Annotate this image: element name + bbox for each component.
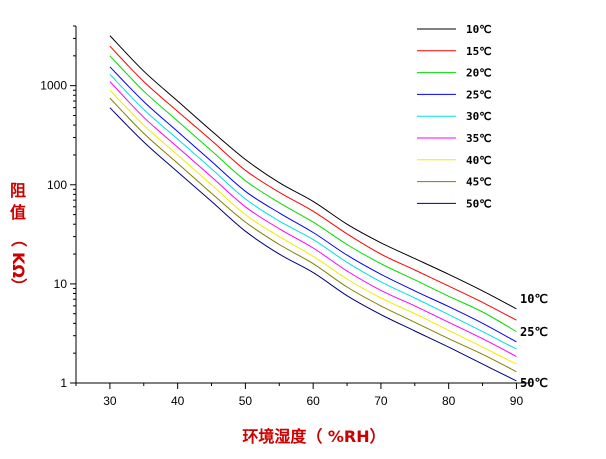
x-tick-label: 50 <box>239 394 253 408</box>
series-line-20c <box>109 55 517 333</box>
legend-item: 35℃ <box>417 132 492 145</box>
y-tick-label: 1000 <box>40 79 67 93</box>
legend-label: 30℃ <box>466 110 492 123</box>
end-labels: 10℃ 25℃ 50℃ <box>520 292 548 390</box>
legend-label: 50℃ <box>466 197 492 210</box>
y-axis-title-char: ） <box>9 278 28 294</box>
series-line-15c <box>109 45 517 321</box>
y-axis-title-char: 值 <box>10 203 26 222</box>
series-line-45c <box>109 97 517 373</box>
legend-item: 50℃ <box>417 197 492 210</box>
legend-item: 20℃ <box>417 67 492 80</box>
y-axis: 1 10 100 1000 <box>40 25 76 390</box>
x-tick-label: 80 <box>442 394 456 408</box>
y-axis-title-char: 阻 <box>10 181 26 200</box>
x-axis-title: 环境湿度（ %RH） <box>242 427 385 446</box>
series-line-40c <box>109 89 517 365</box>
legend-item: 30℃ <box>417 110 492 123</box>
x-axis: 30 40 50 60 70 80 90 <box>75 383 524 408</box>
legend-label: 45℃ <box>466 176 492 189</box>
legend-label: 20℃ <box>466 67 492 80</box>
series-line-50c <box>109 107 517 382</box>
series-line-25c <box>109 66 517 343</box>
x-tick-label: 90 <box>510 394 524 408</box>
legend-item: 45℃ <box>417 176 492 189</box>
legend-label: 15℃ <box>466 45 492 58</box>
series-line-30c <box>109 74 517 350</box>
legend-label: 35℃ <box>466 132 492 145</box>
x-tick-label: 40 <box>171 394 185 408</box>
y-axis-title-char: （ <box>9 231 28 247</box>
legend-label: 10℃ <box>466 23 492 36</box>
y-tick-label: 1 <box>60 376 67 390</box>
legend-label: 25℃ <box>466 88 492 101</box>
end-label-50c: 50℃ <box>520 376 548 390</box>
legend-item: 15℃ <box>417 45 492 58</box>
series-line-35c <box>109 81 517 357</box>
legend-item: 40℃ <box>417 154 492 167</box>
series-lines <box>109 35 517 382</box>
legend: 10℃ 15℃ 20℃ 25℃ 30℃ 35℃ 40℃ 45℃ 50℃ <box>417 23 492 210</box>
end-label-25c: 25℃ <box>520 325 548 339</box>
y-tick-label: 100 <box>47 178 67 192</box>
series-line-10c <box>109 35 517 310</box>
legend-item: 10℃ <box>417 23 492 36</box>
x-tick-label: 30 <box>103 394 117 408</box>
x-tick-label: 70 <box>374 394 388 408</box>
y-axis-title: 阻值 （ KΩ） <box>9 181 28 294</box>
x-tick-label: 60 <box>306 394 320 408</box>
legend-item: 25℃ <box>417 88 492 101</box>
y-tick-label: 10 <box>54 277 68 291</box>
y-axis-title-char: KΩ <box>9 252 28 278</box>
end-label-10c: 10℃ <box>520 292 548 306</box>
legend-label: 40℃ <box>466 154 492 167</box>
plot-frame <box>75 26 530 384</box>
